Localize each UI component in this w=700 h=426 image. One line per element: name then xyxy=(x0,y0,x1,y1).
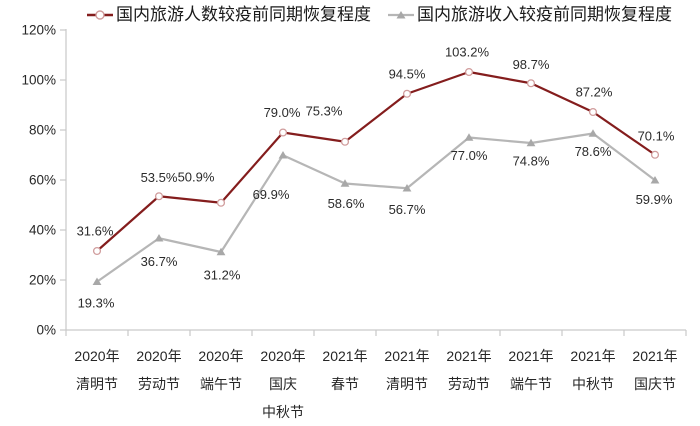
x-axis-label: 2021年 xyxy=(384,348,429,364)
marker-open-circle-icon xyxy=(526,79,536,88)
marker-open-circle-icon xyxy=(340,137,350,146)
legend-item-visitors: 国内旅游人数较疫前同期恢复程度 xyxy=(87,3,371,27)
marker-triangle-icon xyxy=(340,179,350,187)
x-axis-label: 劳动节 xyxy=(138,376,180,392)
marker-triangle-icon xyxy=(402,184,412,192)
y-axis-tick-label: 40% xyxy=(29,223,56,238)
data-label-visitors: 75.3% xyxy=(306,103,343,118)
x-axis-label: 端午节 xyxy=(510,376,552,392)
legend-label-visitors: 国内旅游人数较疫前同期恢复程度 xyxy=(116,5,371,24)
x-axis-label: 2020年 xyxy=(260,348,305,364)
marker-open-circle-icon xyxy=(402,89,412,98)
marker-triangle-icon xyxy=(278,151,288,159)
data-label-visitors: 94.5% xyxy=(389,66,426,81)
data-label-visitors: 87.2% xyxy=(576,85,613,100)
marker-triangle-icon xyxy=(92,277,102,285)
data-label-revenue: 77.0% xyxy=(451,148,488,163)
x-axis-label: 中秋节 xyxy=(262,404,304,420)
data-label-visitors: 70.1% xyxy=(638,128,675,143)
x-axis-label: 清明节 xyxy=(76,376,118,392)
data-label-revenue: 31.2% xyxy=(204,268,241,283)
series-line-visitors xyxy=(95,70,657,253)
x-axis-label: 2021年 xyxy=(632,348,677,364)
data-label-visitors: 98.7% xyxy=(513,57,550,72)
marker-open-circle-icon xyxy=(92,246,102,256)
x-axis-label: 2021年 xyxy=(446,348,491,364)
marker-open-circle-icon xyxy=(588,107,598,117)
x-axis-label: 春节 xyxy=(331,376,359,392)
x-axis-label: 劳动节 xyxy=(448,376,490,392)
y-axis-tick-label: 20% xyxy=(29,273,56,288)
x-axis-label: 清明节 xyxy=(386,376,428,392)
data-label-visitors: 53.5% xyxy=(141,170,178,185)
marker-triangle-icon xyxy=(526,138,536,147)
x-axis-label: 2021年 xyxy=(570,348,615,364)
x-axis-label: 2020年 xyxy=(136,348,181,364)
x-axis-label: 2021年 xyxy=(508,348,553,364)
series-line-revenue xyxy=(95,132,657,283)
x-axis-label: 2020年 xyxy=(198,348,243,364)
y-axis-tick-label: 80% xyxy=(29,123,56,138)
x-axis-label: 2020年 xyxy=(74,348,119,364)
line-circle-marker-icon xyxy=(87,10,113,20)
marker-open-circle-icon xyxy=(650,150,660,159)
y-axis-tick-label: 100% xyxy=(21,73,56,88)
marker-triangle-icon xyxy=(464,133,474,141)
x-axis-label: 国庆 xyxy=(269,376,297,392)
data-label-revenue: 59.9% xyxy=(636,192,673,207)
marker-open-circle-icon xyxy=(278,128,288,137)
marker-open-circle-icon xyxy=(216,198,226,207)
data-label-revenue: 19.3% xyxy=(78,295,115,310)
line-triangle-marker-icon xyxy=(388,11,414,19)
data-label-visitors: 50.9% xyxy=(178,169,215,184)
legend-item-revenue: 国内旅游收入较疫前同期恢复程度 xyxy=(388,3,672,27)
data-label-revenue: 36.7% xyxy=(141,254,178,269)
marker-triangle-icon xyxy=(216,247,226,256)
x-axis-label: 端午节 xyxy=(200,376,242,392)
marker-open-circle-icon xyxy=(464,67,474,77)
data-label-revenue: 74.8% xyxy=(513,154,550,169)
data-label-revenue: 69.9% xyxy=(253,187,290,202)
legend-label-revenue: 国内旅游收入较疫前同期恢复程度 xyxy=(417,5,672,24)
data-label-revenue: 78.6% xyxy=(575,144,612,159)
marker-triangle-icon xyxy=(154,234,164,242)
y-axis-tick-label: 120% xyxy=(21,23,56,38)
marker-open-circle-icon xyxy=(154,192,164,201)
data-label-visitors: 79.0% xyxy=(264,105,301,120)
data-label-revenue: 56.7% xyxy=(389,202,426,217)
marker-triangle-icon xyxy=(650,176,660,184)
x-axis-label: 国庆节 xyxy=(634,376,676,392)
y-axis-tick-label: 0% xyxy=(36,323,56,338)
y-axis-tick-label: 60% xyxy=(29,173,56,188)
x-axis-label: 中秋节 xyxy=(572,376,614,392)
data-label-visitors: 31.6% xyxy=(77,224,114,239)
data-label-visitors: 103.2% xyxy=(445,45,490,60)
marker-triangle-icon xyxy=(588,129,598,137)
data-label-revenue: 58.6% xyxy=(328,196,365,211)
x-axis-label: 2021年 xyxy=(322,348,367,364)
